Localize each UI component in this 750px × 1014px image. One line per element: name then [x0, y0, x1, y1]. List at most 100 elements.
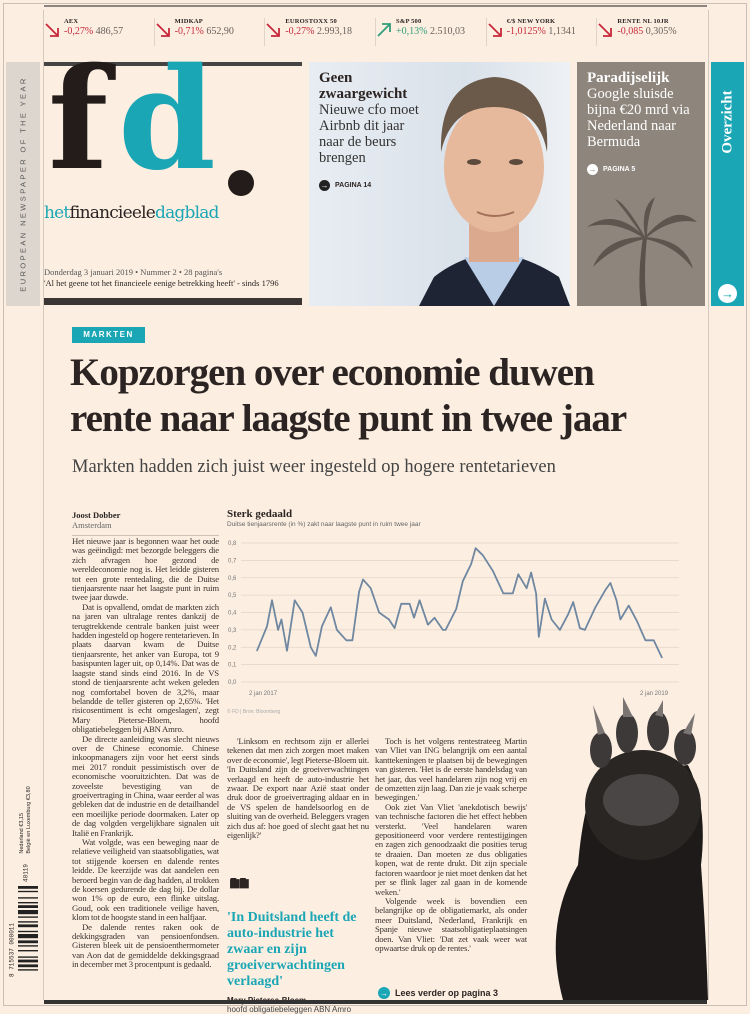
logo-subtitle: hetfinancieeledagblad — [44, 203, 219, 223]
data-point — [609, 582, 612, 584]
logo: f — [48, 38, 109, 202]
data-point — [351, 639, 354, 641]
data-point — [266, 625, 268, 627]
divider — [708, 10, 709, 1000]
data-point — [661, 657, 663, 659]
arrow-up-right-icon — [377, 23, 391, 37]
data-point — [427, 624, 429, 626]
data-point — [474, 547, 477, 549]
ticker-value: 2.993,18 — [317, 26, 353, 37]
data-point — [442, 629, 444, 631]
price-be: België en Luxemburg €3,80 — [26, 786, 32, 854]
ticker-change: +0,13% — [396, 26, 428, 37]
data-point — [358, 591, 360, 593]
article-column-2: 'Linksom en rechtsom zijn er allerlei te… — [227, 736, 369, 840]
page-link[interactable]: → PAGINA 5 — [587, 164, 695, 175]
award-strip: EUROPEAN NEWSPAPER OF THE YEAR — [6, 62, 40, 306]
article-column-3: Toch is het volgens rentestrateeg Martin… — [375, 736, 527, 953]
data-point — [517, 573, 519, 575]
headline-line: rente naar laagste punt in twee jaar — [70, 397, 627, 440]
data-point — [310, 646, 312, 648]
x-tick-label: 2 jan 2019 — [640, 691, 669, 697]
data-point — [294, 599, 296, 601]
y-tick-label: 0,1 — [228, 663, 237, 669]
data-point — [615, 599, 618, 601]
teaser-google[interactable]: Paradijselijk Google sluisde bijna €20 m… — [577, 62, 705, 306]
ticker-item[interactable]: EUROSTOXX 50 -0,27% 2.993,18 — [265, 18, 377, 46]
divider — [44, 5, 707, 7]
ticker-name: EUROSTOXX 50 — [285, 18, 337, 25]
data-point — [256, 650, 258, 652]
arrow-right-icon: → — [378, 987, 390, 999]
data-point — [330, 606, 332, 608]
ticker-item[interactable]: €/$ NEW YORK -1,0125% 1,1341 — [487, 18, 598, 46]
page-link[interactable]: → PAGINA 14 — [319, 180, 429, 191]
data-point — [388, 618, 390, 621]
chart-plot: 0,0 0,1 0,2 0,3 0,4 0,5 0,6 0,7 0,8 2 jan 2017 2 j… — [228, 541, 679, 697]
data-point — [445, 629, 447, 631]
ticker-value: 2.510,03 — [430, 26, 465, 37]
arrow-down-right-icon — [488, 23, 502, 37]
y-tick-label: 0,8 — [228, 541, 237, 547]
data-point — [579, 627, 581, 629]
data-point — [526, 587, 528, 589]
quote-role: hoofd obligatiebeleggen ABN Amro — [227, 1005, 352, 1014]
data-point — [653, 639, 655, 641]
logo-dot — [228, 170, 254, 196]
y-tick-label: 0,3 — [228, 628, 237, 634]
y-tick-label: 0,6 — [228, 576, 237, 582]
teaser-heading: zwaargewicht — [319, 86, 408, 102]
data-point — [584, 629, 586, 631]
price-nl: Nederland €3,15 — [19, 812, 25, 854]
ticker-change: -0,085 — [617, 26, 644, 37]
paragraph: Dat is opvallend, omdat de markten zich … — [72, 601, 219, 735]
data-point — [315, 655, 317, 657]
data-point — [544, 598, 546, 600]
logo-word: financieele — [69, 203, 155, 223]
logo-word: het — [44, 203, 70, 223]
chart-title: Sterk gedaald — [227, 508, 293, 520]
continue-label: Lees verder op pagina 3 — [395, 987, 499, 998]
data-point — [345, 639, 347, 641]
ticker-item[interactable]: RENTE NL 10JR -0,085 0,305% — [597, 18, 707, 46]
paragraph: Het nieuwe jaar is begonnen waar het oud… — [72, 536, 219, 603]
bear-paw-photo — [555, 697, 708, 1000]
paragraph: Wat volgde, was een beweging naar de rel… — [72, 837, 219, 923]
ticker-item[interactable]: AEX -0,27% 486,57 — [44, 18, 155, 46]
continue-link[interactable]: → Lees verder op pagina 3 — [378, 987, 498, 999]
teaser-heading: Geen — [319, 70, 353, 86]
arrow-right-icon: → — [587, 164, 598, 175]
teaser-body: Google sluisde bijna €20 mrd via Nederla… — [587, 86, 690, 150]
paragraph: De directe aanleiding was slecht nieuws … — [72, 733, 219, 838]
dateline: Donderdag 3 januari 2019 • Nummer 2 • 28… — [44, 267, 279, 289]
data-point — [321, 625, 323, 627]
arrow-down-right-icon — [45, 23, 59, 37]
ticker-item[interactable]: S&P 500 +0,13% 2.510,03 — [376, 18, 487, 46]
ticker-value: 1,1341 — [548, 26, 576, 37]
section-tag[interactable]: MARKTEN — [72, 327, 145, 343]
chart-source: © FD | Bron: Bloomberg — [227, 709, 281, 715]
data-point — [400, 603, 402, 605]
y-tick-label: 0,2 — [228, 645, 237, 651]
author: Joost Dobber — [72, 510, 121, 520]
ticker-item[interactable]: MIDKAP -0,71% 652,90 — [155, 18, 266, 46]
data-point — [455, 608, 457, 610]
teaser-airbnb[interactable]: Geen zwaargewicht Nieuwe cfo moet Airbnb… — [309, 62, 570, 306]
data-line — [256, 547, 663, 659]
arrow-right-icon: → — [319, 180, 330, 191]
data-point — [530, 571, 532, 574]
masthead: f d hetfinancieeledagblad Donderdag 3 ja… — [44, 50, 302, 306]
teaser-body: Nieuwe cfo moet Airbnb dit jaar naar de … — [319, 102, 419, 166]
headline: Kopzorgen over economie duwen rente naar … — [70, 350, 710, 442]
y-tick-label: 0,4 — [228, 611, 237, 617]
data-point — [413, 617, 415, 619]
data-point — [644, 639, 646, 641]
headline-line: Kopzorgen over economie duwen — [70, 351, 595, 394]
data-point — [538, 636, 540, 638]
overzicht-label: Overzicht — [719, 90, 735, 154]
overzicht-button[interactable]: Overzicht → — [711, 62, 744, 306]
page-label: PAGINA 14 — [335, 182, 372, 189]
motto: 'Al het geene tot het financieele eenige… — [44, 278, 279, 288]
data-point — [418, 599, 421, 601]
ticker-value: 0,305% — [645, 26, 677, 37]
